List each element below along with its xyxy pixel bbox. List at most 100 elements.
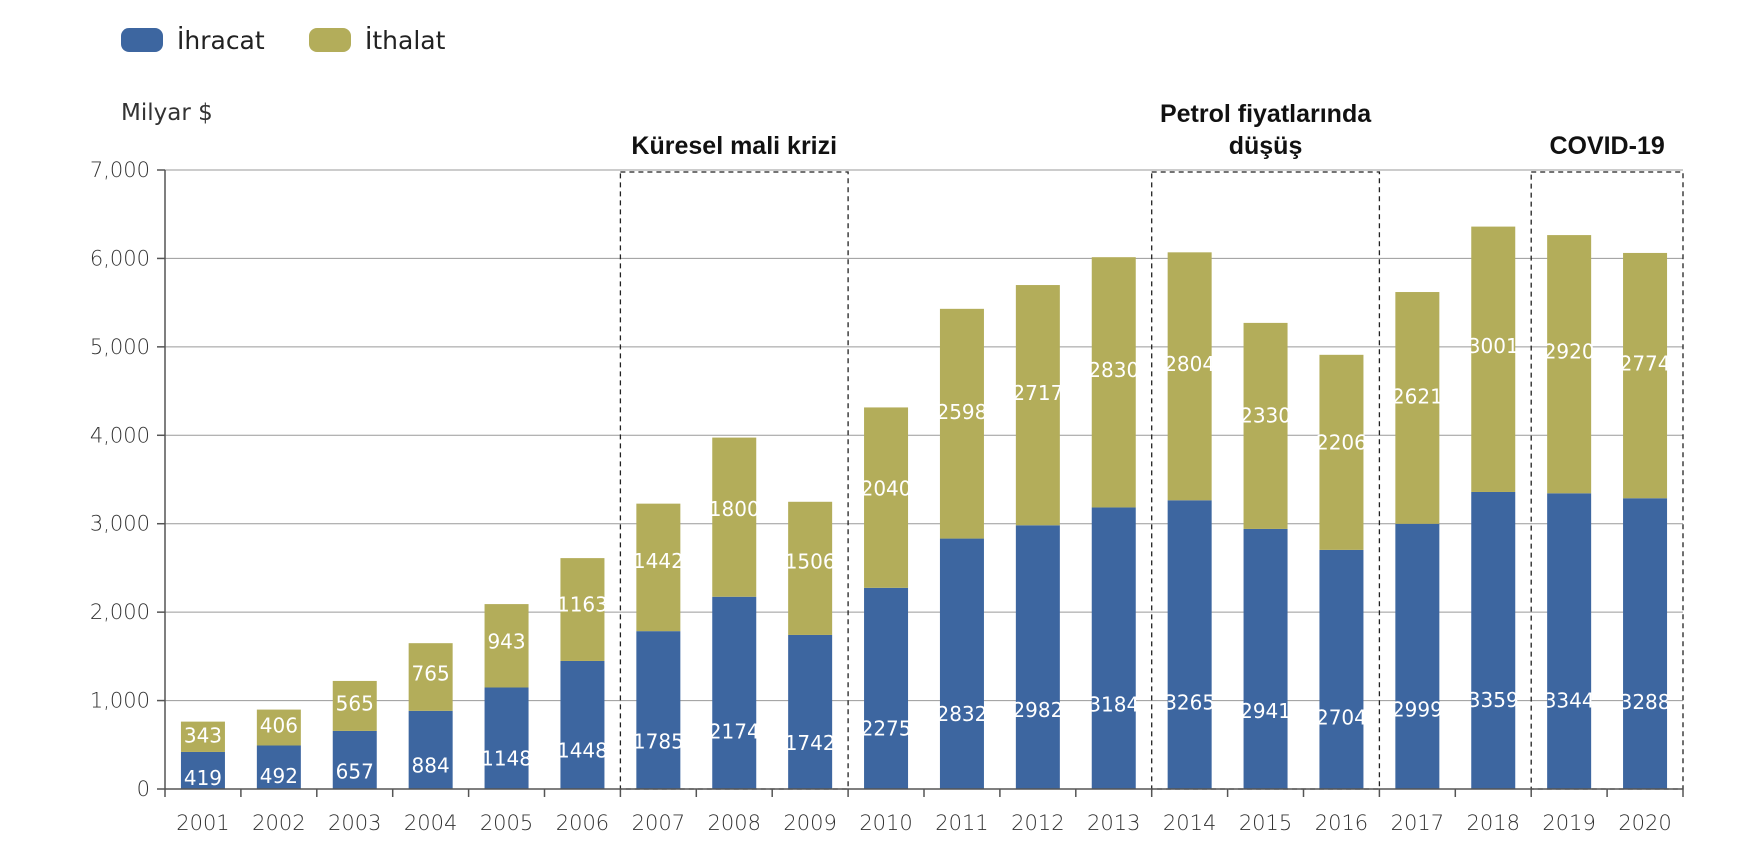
x-tick-label: 2019: [1542, 811, 1595, 835]
bar-ithalat: [408, 643, 453, 711]
x-tick-label: 2014: [1163, 811, 1216, 835]
y-tick-label: 1,000: [90, 689, 150, 713]
bar-value-label: 2804: [1164, 352, 1215, 376]
x-tick-label: 2008: [708, 811, 761, 835]
x-tick-label: 2010: [859, 811, 912, 835]
x-tick-label: 2009: [783, 811, 836, 835]
y-tick-label: 4,000: [90, 423, 150, 447]
annotation-labels: Küresel mali krizi Petrol fiyatlarında düş…: [631, 100, 1664, 160]
annotation-label: düşüş: [1229, 132, 1303, 160]
bar-ithalat: [1091, 257, 1136, 508]
bar-ihracat: [484, 687, 529, 789]
x-tick-label: 2007: [632, 811, 685, 835]
bar-ihracat: [636, 631, 681, 789]
bar-ihracat: [1167, 500, 1212, 789]
bar-value-label: 2830: [1088, 358, 1139, 382]
y-tick-label: 0: [137, 777, 150, 801]
bar-value-label: 3359: [1468, 688, 1519, 712]
annotation-boxes: [619, 171, 1684, 790]
bar-value-label: 3288: [1620, 690, 1671, 714]
bar-value-label: 1148: [481, 747, 532, 771]
bar-value-label: 943: [487, 630, 525, 654]
bar-value-label: 565: [336, 691, 374, 715]
bar-ithalat: [1471, 226, 1516, 492]
bar-ihracat: [788, 634, 833, 789]
bar-ihracat: [1471, 491, 1516, 789]
bar-value-label: 3344: [1544, 688, 1595, 712]
bar-ihracat: [180, 751, 225, 789]
x-tick-label: 2015: [1239, 811, 1292, 835]
bar-ithalat: [1395, 292, 1440, 524]
bar-ihracat: [256, 745, 301, 789]
annotation-label: Petrol fiyatlarında: [1160, 100, 1372, 128]
bar-value-label: 2717: [1012, 381, 1063, 405]
bar-ithalat: [1015, 285, 1060, 526]
bar-value-label: 2275: [861, 717, 912, 741]
bar-ithalat: [712, 437, 757, 597]
bar-value-label: 492: [260, 764, 298, 788]
x-tick-label: 2012: [1011, 811, 1064, 835]
bar-value-label: 1163: [557, 592, 608, 616]
bar-ihracat: [332, 730, 377, 789]
bar-value-label: 2330: [1240, 404, 1291, 428]
bar-ihracat: [560, 660, 605, 789]
bar-ithalat: [636, 503, 681, 632]
bar-value-label: 1742: [785, 731, 836, 755]
bar-value-label: 2206: [1316, 431, 1367, 455]
bar-value-label: 2040: [861, 477, 912, 501]
bar-ihracat: [939, 538, 984, 789]
bar-value-label: 419: [184, 766, 222, 790]
x-tick-label: 2017: [1391, 811, 1444, 835]
x-tick-label: 2018: [1467, 811, 1520, 835]
bar-value-label: 657: [336, 760, 374, 784]
bar-value-label: 765: [412, 662, 450, 686]
legend-label-ihracat: İhracat: [177, 26, 265, 55]
axes: 0 1,000 2,000 3,000 4,000 5,000 6,000 7,000 2001…: [90, 158, 1684, 835]
bar-value-label: 1442: [633, 549, 684, 573]
bar-value-label: 2832: [936, 702, 987, 726]
bar-value-label: 2774: [1620, 351, 1671, 375]
bar-ithalat: [1167, 252, 1212, 501]
gridlines: [165, 169, 1683, 702]
bar-value-label: 2174: [709, 719, 760, 743]
x-tick-label: 2006: [556, 811, 609, 835]
bar-value-label: 1800: [709, 497, 760, 521]
bar-ihracat: [1623, 498, 1668, 789]
x-tick-label: 2004: [404, 811, 457, 835]
legend-swatch-ihracat: [121, 28, 163, 52]
bar-value-label: 2982: [1012, 698, 1063, 722]
bar-value-label: 1785: [633, 730, 684, 754]
bar-ithalat: [180, 721, 225, 752]
bar-ihracat: [408, 710, 453, 789]
bar-ithalat: [1547, 235, 1592, 494]
bar-ithalat: [1319, 354, 1364, 550]
bar-ithalat: [484, 604, 529, 688]
bar-value-label: 3184: [1088, 693, 1139, 717]
annotation-label: Küresel mali krizi: [631, 132, 837, 160]
bar-ithalat: [560, 558, 605, 661]
y-tick-label: 5,000: [90, 335, 150, 359]
x-tick-label: 2020: [1618, 811, 1671, 835]
y-tick-label: 7,000: [90, 158, 150, 182]
x-tick-label: 2011: [935, 811, 988, 835]
bar-ihracat: [864, 587, 909, 789]
bar-value-label: 406: [260, 714, 298, 738]
bar-ithalat: [1623, 252, 1668, 499]
bar-value-label: 1506: [785, 550, 836, 574]
bar-ihracat: [1547, 493, 1592, 789]
x-tick-label: 2005: [480, 811, 533, 835]
bar-ihracat: [1015, 525, 1060, 789]
bar-value-label: 2920: [1544, 339, 1595, 363]
bar-ithalat: [1243, 322, 1288, 529]
x-tick-label: 2013: [1087, 811, 1140, 835]
bar-ithalat: [939, 308, 984, 539]
bar-value-label: 2941: [1240, 699, 1291, 723]
bar-value-label: 343: [184, 723, 222, 747]
bar-value-label: 2704: [1316, 705, 1367, 729]
legend: İhracat İthalat: [121, 26, 446, 55]
bar-value-label: 884: [412, 754, 450, 778]
bar-ihracat: [1395, 523, 1440, 789]
legend-swatch-ithalat: [309, 28, 351, 52]
bar-ihracat: [1091, 507, 1136, 789]
